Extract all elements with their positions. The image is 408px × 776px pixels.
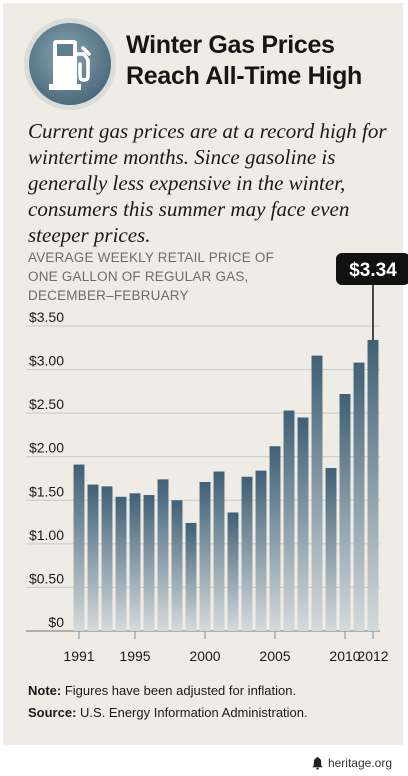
bar-2010 — [339, 393, 351, 631]
bar-2003 — [241, 476, 253, 631]
bars — [73, 339, 379, 631]
y-tick-label: $2.00 — [29, 440, 64, 456]
y-tick-label: $3.50 — [29, 309, 64, 325]
note-label: Note: — [28, 683, 62, 698]
bar-2000 — [199, 481, 211, 631]
bar-1994 — [115, 496, 127, 631]
bar-1992 — [87, 484, 99, 631]
x-tick-label: 2012 — [357, 648, 388, 664]
y-tick-label: $1.50 — [29, 483, 64, 499]
intro-paragraph: Current gas prices are at a record high … — [28, 119, 387, 247]
title-line-2: Reach All-Time High — [126, 62, 363, 90]
source-line: Source: U.S. Energy Information Administ… — [28, 702, 388, 724]
liberty-bell-icon — [312, 756, 323, 770]
bar-1998 — [171, 500, 183, 631]
bar-2006 — [283, 410, 295, 631]
bar-2005 — [269, 446, 281, 631]
chart-title: AVERAGE WEEKLY RETAIL PRICE OF ONE GALLO… — [28, 248, 328, 305]
bar-2012 — [367, 339, 379, 631]
y-tick-label: $2.50 — [29, 396, 64, 412]
x-tick-label: 1995 — [119, 648, 150, 664]
callout-label: $3.34 — [349, 260, 397, 281]
bar-1997 — [157, 479, 169, 631]
footer: heritage.org — [311, 756, 392, 770]
footnotes: Note: Figures have been adjusted for inf… — [28, 680, 388, 724]
callout-box — [336, 253, 408, 285]
gas-pump-icon — [20, 14, 120, 114]
chart-title-line-2: ONE GALLON OF REGULAR GAS, — [28, 269, 249, 284]
bar-2007 — [297, 417, 309, 631]
bar-1996 — [143, 495, 155, 631]
bar-1991 — [73, 464, 85, 631]
note-text: Figures have been adjusted for inflation… — [64, 683, 297, 698]
bar-chart: $0 $0.50 $1.00 $1.50 $2.00 $2.50 $3.00 $3.50 19… — [26, 253, 408, 664]
chart-title-line-3: DECEMBER–FEBRUARY — [28, 288, 189, 303]
y-tick-label: $0.50 — [29, 570, 64, 586]
footer-link[interactable]: heritage.org — [327, 756, 392, 770]
bar-1993 — [101, 486, 113, 631]
x-tick-label: 2005 — [259, 648, 290, 664]
title-line-1: Winter Gas Prices — [126, 31, 335, 59]
bar-2008 — [311, 355, 323, 631]
bar-2004 — [255, 470, 267, 631]
value-callout: $3.34 — [336, 253, 408, 340]
y-axis: $0 $0.50 $1.00 $1.50 $2.00 $2.50 $3.00 $3.50 — [29, 309, 64, 630]
bar-1999 — [185, 522, 197, 631]
bar-1995 — [129, 493, 141, 631]
note-line: Note: Figures have been adjusted for inf… — [28, 680, 388, 702]
x-tick-label: 2010 — [329, 648, 360, 664]
y-tick-label: $1.00 — [29, 527, 64, 543]
source-label: Source: — [28, 705, 77, 720]
bar-2002 — [227, 512, 239, 631]
y-tick-label: $3.00 — [29, 353, 64, 369]
bar-2011 — [353, 362, 365, 631]
bar-2001 — [213, 471, 225, 631]
page-title: Winter Gas Prices Reach All-Time High — [126, 30, 396, 92]
chart-title-line-1: AVERAGE WEEKLY RETAIL PRICE OF — [28, 250, 275, 265]
bar-2009 — [325, 468, 337, 631]
x-tick-label: 2000 — [189, 648, 220, 664]
x-tick-label: 1991 — [63, 648, 94, 664]
y-tick-label: $0 — [48, 614, 64, 630]
source-text: U.S. Energy Information Administration. — [80, 705, 308, 720]
